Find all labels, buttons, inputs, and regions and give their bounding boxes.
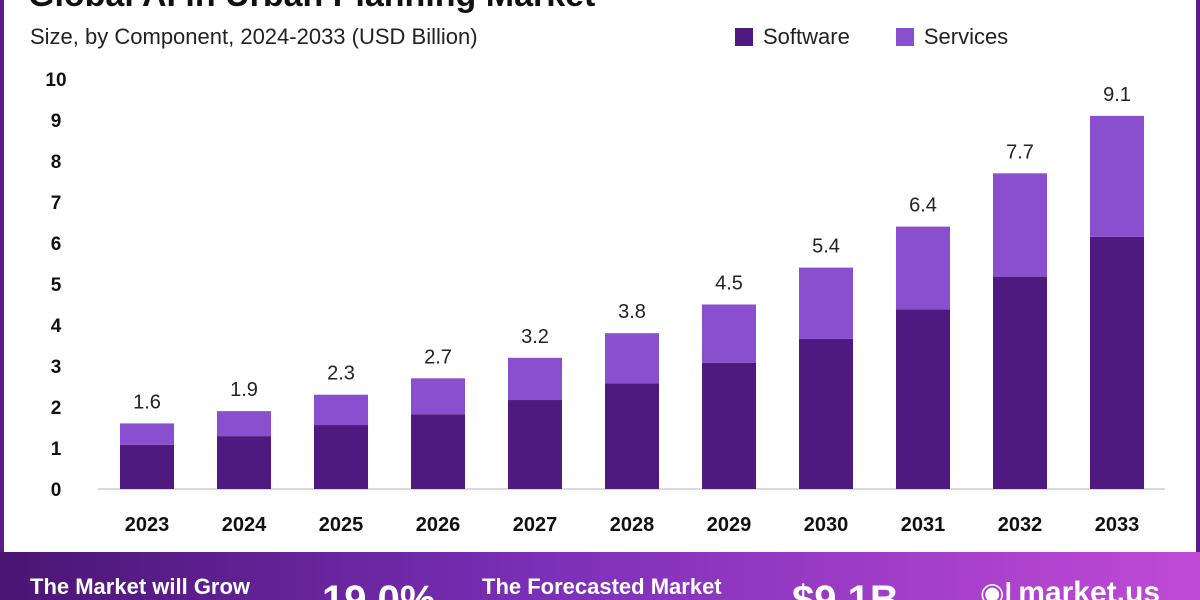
chart-subtitle: Size, by Component, 2024-2033 (USD Billi… [30, 24, 478, 49]
total-label-2031: 6.4 [909, 195, 937, 217]
bar-software-2025 [314, 425, 368, 489]
total-label-2030: 5.4 [812, 236, 840, 258]
x-tick-label-2025: 2025 [319, 514, 364, 536]
y-tick-label: 3 [51, 357, 62, 378]
legend-item-services: Services [895, 24, 1009, 50]
total-label-2023: 1.6 [133, 391, 161, 413]
bar-software-2026 [411, 414, 465, 489]
x-tick-label-2031: 2031 [901, 514, 946, 536]
y-tick-label: 9 [51, 111, 62, 132]
legend-item-software: Software [735, 24, 850, 50]
legend-swatch-services [895, 28, 914, 46]
x-tick-label-2028: 2028 [610, 514, 655, 536]
cagr-value: 19.0% [322, 578, 436, 600]
legend-swatch-software [735, 28, 753, 46]
bar-services-2028 [605, 333, 659, 384]
x-tick-label-2026: 2026 [416, 514, 461, 536]
y-tick-label: 0 [51, 480, 62, 501]
bar-services-2033 [1090, 115, 1144, 237]
y-tick-label: 2 [51, 398, 62, 419]
y-tick-label: 4 [51, 316, 62, 337]
chart-title: Global AI in Urban Planning Market [28, 0, 595, 15]
bar-services-2032 [993, 173, 1047, 277]
total-label-2029: 4.5 [715, 273, 743, 295]
left-frame-border [0, 0, 4, 600]
bar-services-2030 [799, 267, 853, 339]
cagr-label: The Market will Grow [30, 574, 251, 599]
y-tick-label: 10 [45, 70, 66, 91]
y-tick-label: 1 [51, 439, 62, 460]
forecast-label: The Forecasted Market [482, 574, 722, 599]
bar-services-2031 [896, 226, 950, 310]
bar-software-2031 [896, 309, 950, 489]
x-tick-label-2023: 2023 [125, 514, 170, 536]
y-tick-label: 7 [51, 193, 62, 214]
bar-software-2027 [508, 400, 562, 489]
bar-services-2029 [702, 304, 756, 363]
bar-services-2027 [508, 357, 562, 401]
total-label-2024: 1.9 [230, 379, 258, 401]
bar-software-2028 [605, 383, 659, 489]
right-frame-border [1196, 0, 1200, 600]
x-tick-label-2029: 2029 [707, 514, 752, 536]
legend-label-services: Services [923, 24, 1009, 49]
total-label-2028: 3.8 [618, 301, 646, 323]
bar-software-2029 [702, 362, 756, 489]
bar-services-2025 [314, 394, 368, 426]
bar-services-2026 [411, 378, 465, 415]
mu-logo-icon: ◉| [980, 577, 1013, 600]
bar-software-2023 [120, 444, 174, 489]
x-tick-label-2032: 2032 [998, 514, 1043, 536]
bar-services-2023 [120, 423, 174, 445]
bar-software-2030 [799, 338, 853, 489]
brand-name: market.us [1018, 576, 1161, 600]
bar-software-2032 [993, 276, 1047, 489]
chart-legend: Software Services [735, 24, 1008, 50]
legend-label-software: Software [763, 24, 850, 49]
bar-software-2024 [217, 436, 271, 489]
y-tick-label: 5 [51, 275, 62, 296]
total-label-2026: 2.7 [424, 346, 452, 368]
total-label-2025: 2.3 [327, 363, 355, 385]
y-tick-label: 6 [51, 234, 62, 255]
bar-chart: 0 1 2 3 4 5 6 7 8 9 10 1.6 2023 1.9 2024 2.3 2025 2.7 2026… [45, 70, 1165, 536]
x-tick-label-2024: 2024 [222, 514, 267, 536]
x-tick-label-2027: 2027 [513, 514, 558, 536]
x-tick-label-2033: 2033 [1095, 514, 1140, 536]
total-label-2027: 3.2 [521, 326, 549, 348]
total-label-2033: 9.1 [1103, 84, 1131, 106]
y-tick-label: 8 [51, 152, 62, 173]
bar-services-2024 [217, 411, 271, 437]
footer-banner: The Market will Grow 19.0% The Forecaste… [0, 552, 1200, 600]
forecast-value: $9.1B [792, 578, 899, 600]
x-tick-label-2030: 2030 [804, 514, 849, 536]
bar-software-2033 [1090, 236, 1144, 489]
brand-logo: ◉| market.us [980, 576, 1160, 600]
total-label-2032: 7.7 [1006, 141, 1034, 163]
